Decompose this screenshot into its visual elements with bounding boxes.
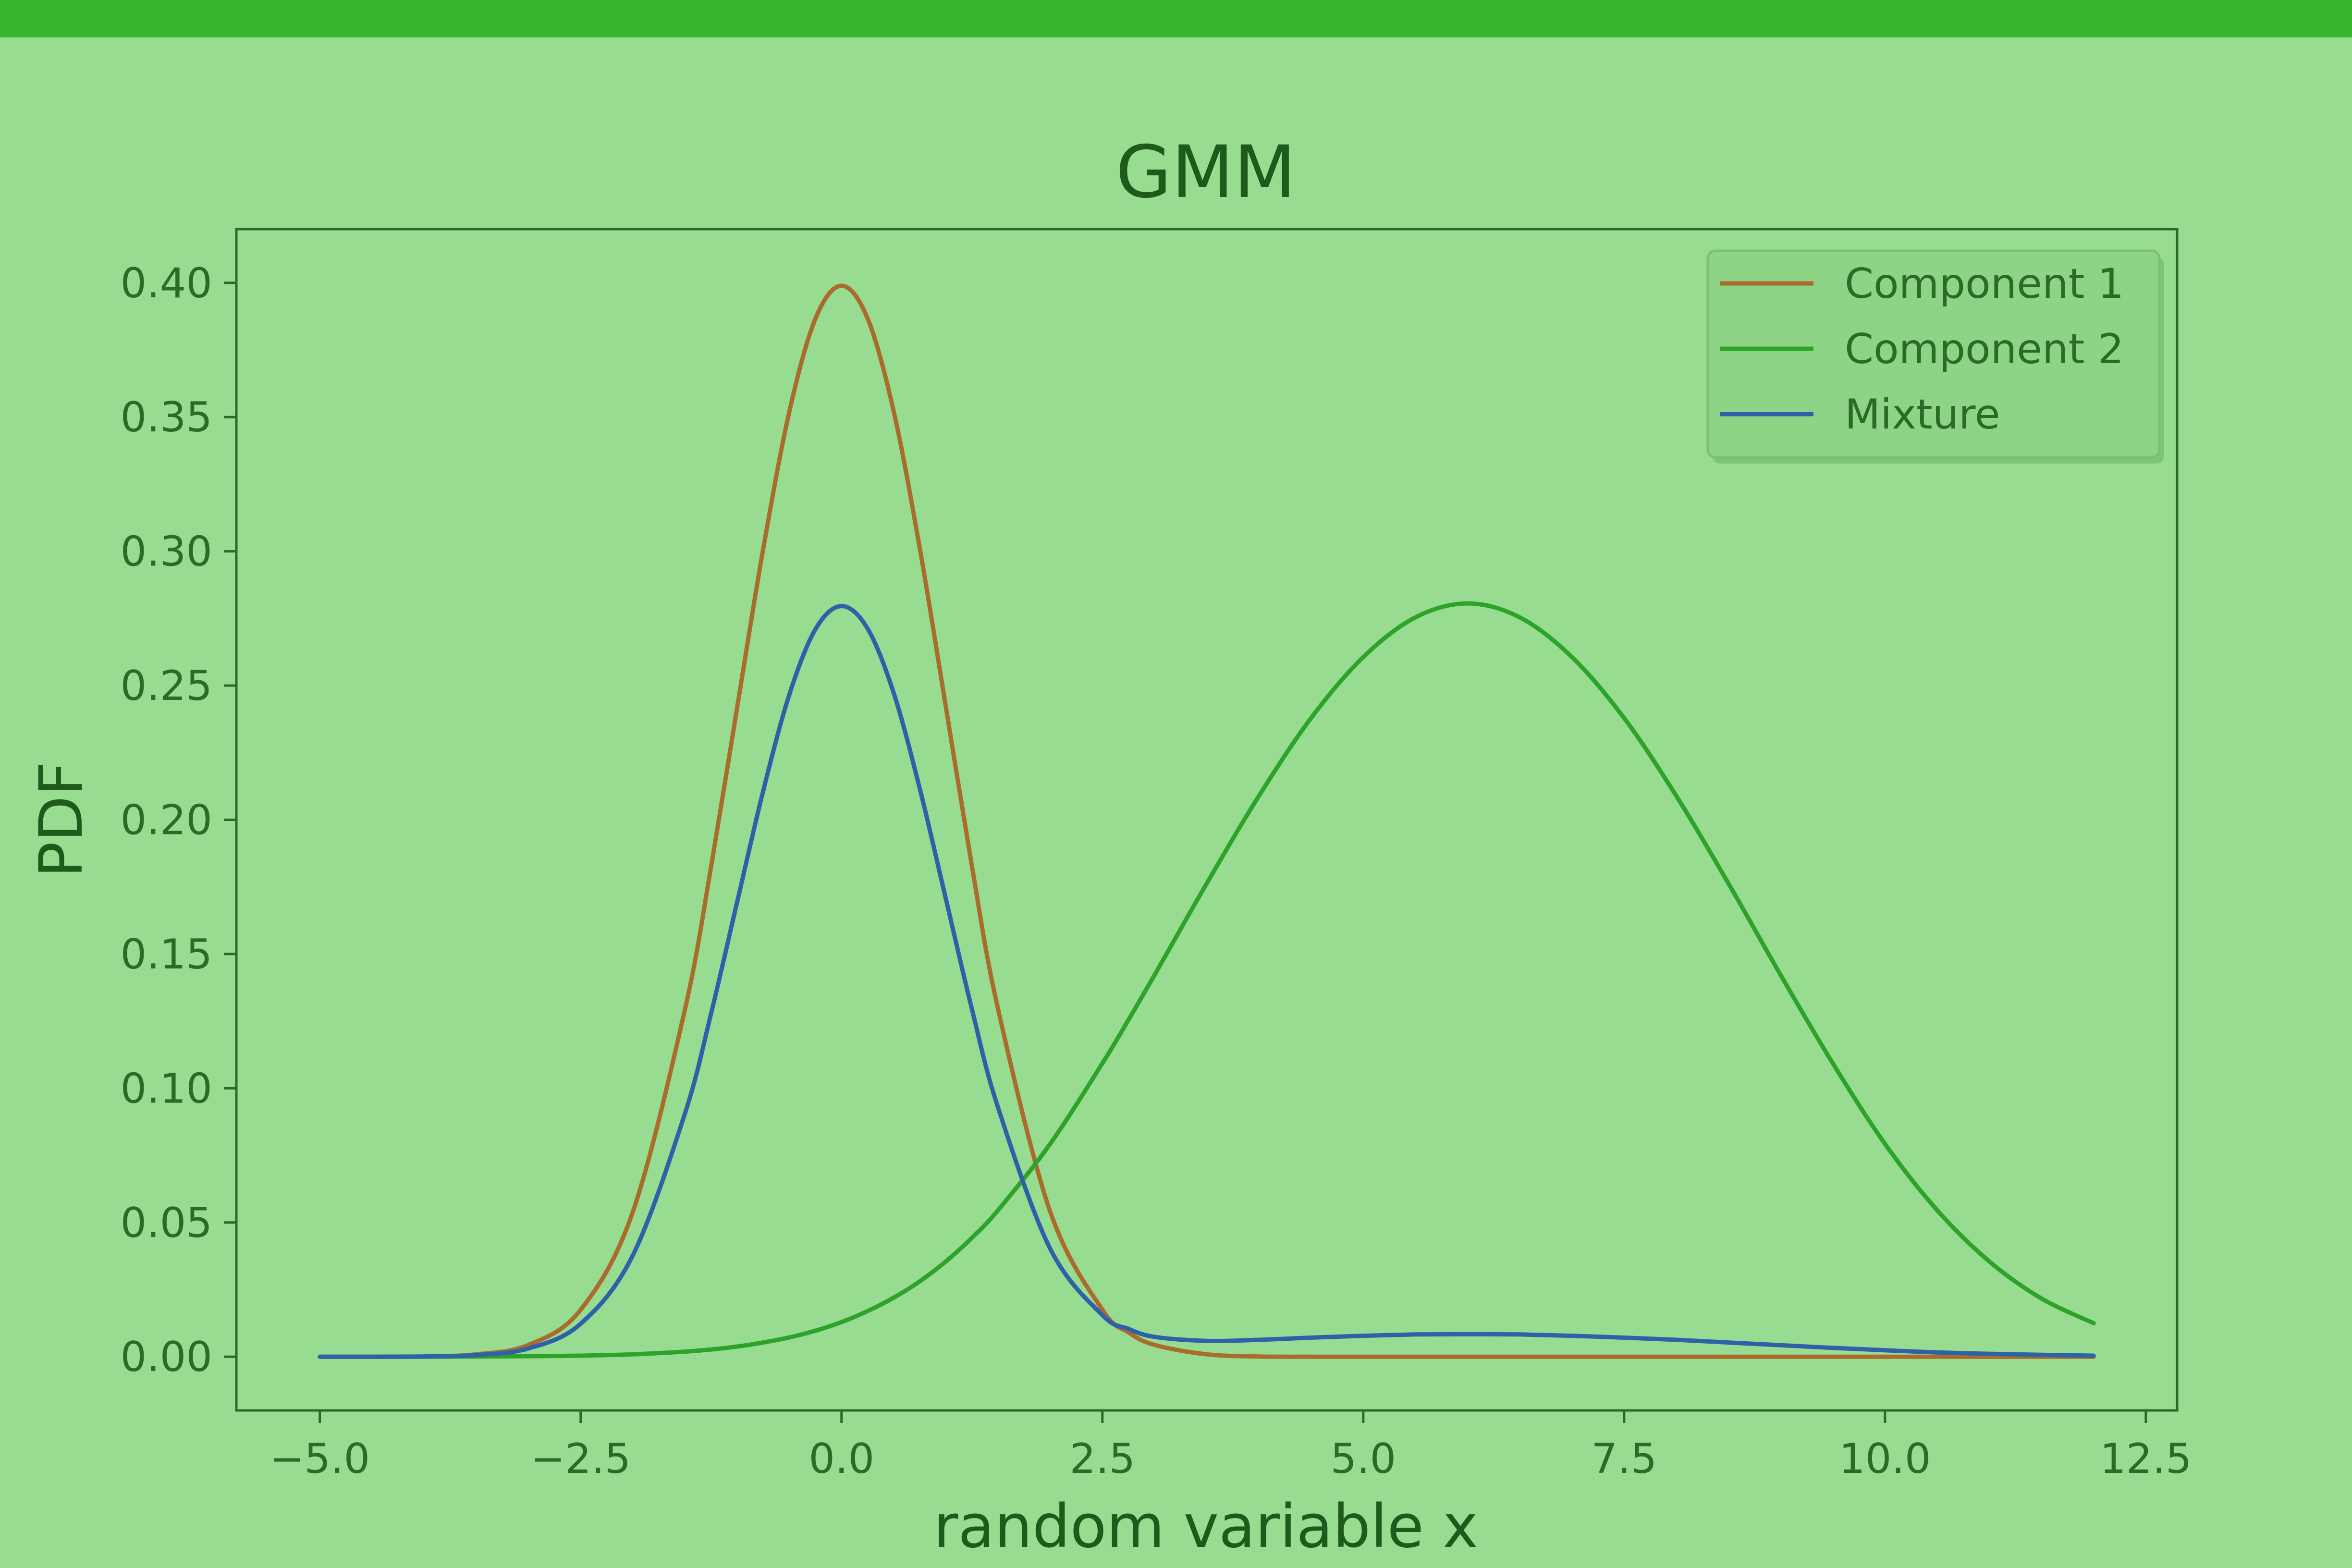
top-bar	[0, 0, 2352, 37]
series-line-component-1	[318, 283, 2096, 1359]
y-tick-label: 0.15	[121, 931, 212, 979]
x-tick-label: 5.0	[1330, 1435, 1396, 1483]
legend[interactable]: Component 1 Component 2 Mixture	[1706, 249, 2164, 464]
legend-box	[1706, 249, 2161, 459]
x-axis-ticks: −5.0 −2.5 0.0 2.5 5.0 7.5 10.0 12.5	[270, 1410, 2192, 1483]
x-tick-label: −2.5	[530, 1435, 631, 1483]
y-tick-label: 0.30	[121, 528, 212, 576]
x-tick-label: 12.5	[2100, 1435, 2192, 1483]
y-axis-label: PDF	[27, 761, 96, 878]
legend-label-component-1: Component 1	[1845, 260, 2124, 308]
y-tick-label: 0.35	[121, 393, 212, 441]
chart-title: GMM	[1115, 131, 1296, 214]
y-tick-label: 0.25	[121, 662, 212, 710]
series-line-mixture	[318, 604, 2096, 1359]
legend-label-component-2: Component 2	[1845, 325, 2124, 373]
x-tick-label: 10.0	[1839, 1435, 1931, 1483]
y-tick-label: 0.20	[121, 796, 212, 845]
plot-area: −5.0 −2.5 0.0 2.5 5.0 7.5 10.0 12.5 0.00 0.05 0.1…	[121, 228, 2192, 1483]
y-tick-label: 0.40	[121, 259, 212, 307]
x-tick-label: 0.0	[808, 1435, 874, 1483]
series-lines	[318, 283, 2096, 1359]
y-tick-label: 0.10	[121, 1065, 212, 1113]
y-axis-ticks: 0.00 0.05 0.10 0.15 0.20 0.25 0.30 0.35 0.40	[121, 259, 236, 1381]
y-tick-label: 0.05	[121, 1199, 212, 1247]
x-tick-label: 7.5	[1591, 1435, 1657, 1483]
legend-items: Component 1 Component 2 Mixture	[1720, 260, 2124, 439]
y-tick-label: 0.00	[121, 1333, 212, 1381]
legend-label-mixture: Mixture	[1845, 391, 2000, 439]
x-tick-label: −5.0	[270, 1435, 370, 1483]
x-axis-label: random variable x	[933, 1492, 1478, 1561]
x-tick-label: 2.5	[1069, 1435, 1135, 1483]
series-line-component-2	[318, 601, 2096, 1359]
